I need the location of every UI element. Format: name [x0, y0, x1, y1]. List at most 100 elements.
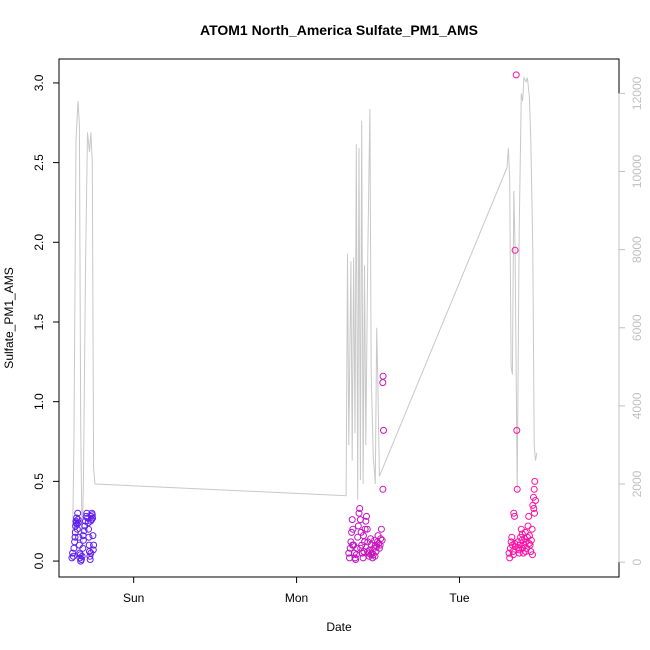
data-point: [379, 372, 387, 380]
data-point: [68, 554, 76, 562]
data-point: [71, 538, 79, 546]
data-point: [511, 512, 518, 520]
y2-tick-label: 4000: [630, 392, 644, 419]
data-point: [361, 525, 369, 533]
data-point: [525, 512, 533, 520]
data-point: [349, 541, 357, 549]
data-point: [85, 525, 92, 533]
data-point: [513, 426, 521, 434]
data-point: [75, 533, 83, 541]
data-point: [378, 536, 386, 544]
data-point: [363, 512, 370, 520]
data-point: [89, 532, 97, 540]
y-tick-label: 1.0: [32, 393, 46, 410]
data-point: [525, 540, 533, 547]
y2-tick-label: 0: [630, 558, 644, 565]
data-point: [362, 517, 370, 525]
y-axis-right: 0 2000 4000 6000 8000 10000 12000: [618, 76, 644, 565]
y-tick-label: 2.5: [32, 154, 46, 171]
data-point: [86, 548, 93, 555]
data-point: [359, 532, 367, 540]
data-point: [76, 554, 84, 562]
data-point: [515, 546, 523, 554]
series-line-layer: [72, 75, 538, 543]
y-tick-label: 1.5: [32, 313, 46, 330]
data-point: [371, 552, 379, 560]
data-point: [79, 544, 87, 552]
data-point: [87, 512, 95, 520]
data-point: [529, 551, 536, 559]
data-point: [380, 426, 387, 434]
data-point: [69, 549, 77, 557]
data-point: [530, 505, 538, 512]
data-point: [525, 532, 533, 540]
x-tick-label: Mon: [285, 591, 308, 605]
series-line: [72, 75, 538, 543]
data-point: [377, 535, 385, 543]
data-point: [505, 549, 513, 557]
data-point: [532, 497, 539, 504]
data-point: [509, 551, 517, 559]
data-point: [86, 552, 94, 560]
x-tick-label: Tue: [449, 591, 470, 605]
data-point: [530, 485, 538, 493]
scatter-points-layer: [68, 71, 539, 565]
data-point: [518, 530, 526, 538]
data-point: [90, 541, 98, 549]
y2-tick-label: 10000: [630, 154, 644, 188]
data-point: [507, 538, 515, 546]
data-point: [522, 548, 530, 555]
y-tick-label: 3.0: [32, 74, 46, 91]
data-point: [77, 556, 85, 563]
data-point: [531, 509, 538, 517]
y-tick-label: 0.5: [32, 473, 46, 490]
y2-tick-label: 8000: [630, 236, 644, 263]
data-point: [72, 519, 80, 527]
data-point: [513, 485, 521, 493]
data-point: [76, 551, 84, 559]
x-axis: Sun Mon Tue: [123, 576, 470, 605]
data-point: [88, 511, 96, 519]
data-point: [528, 525, 536, 533]
data-point: [78, 552, 86, 560]
data-point: [69, 552, 77, 560]
y-tick-label: 2.0: [32, 234, 46, 251]
y2-tick-label: 12000: [630, 76, 644, 110]
x-axis-label: Date: [326, 620, 352, 634]
x-tick-label: Sun: [123, 591, 144, 605]
data-point: [354, 522, 362, 530]
data-point: [74, 519, 82, 527]
data-point: [348, 516, 356, 524]
data-point: [79, 536, 87, 544]
data-point: [80, 527, 88, 535]
data-point: [348, 528, 356, 536]
data-point: [356, 505, 364, 512]
data-point: [377, 525, 385, 533]
data-point: [511, 540, 519, 547]
data-point: [511, 246, 519, 254]
data-point: [73, 525, 81, 533]
data-point: [375, 544, 383, 552]
data-point: [508, 533, 516, 541]
data-point: [512, 71, 520, 79]
data-point: [352, 556, 360, 563]
data-point: [357, 544, 365, 552]
data-point: [349, 525, 357, 533]
data-point: [379, 485, 387, 493]
y-axis-left: 0.0 0.5 1.0 1.5 2.0 2.5 3.0: [32, 74, 60, 569]
y-axis-label: Sulfate_PM1_AMS: [2, 267, 16, 368]
data-point: [531, 477, 539, 485]
data-point: [79, 532, 87, 540]
data-point: [87, 517, 95, 525]
chart-title: ATOM1 North_America Sulfate_PM1_AMS: [200, 22, 478, 38]
data-point: [71, 533, 79, 541]
data-point: [89, 546, 97, 554]
y2-tick-label: 6000: [630, 314, 644, 341]
y-tick-label: 0.0: [32, 552, 46, 569]
data-point: [367, 551, 375, 559]
data-point: [510, 509, 518, 517]
y2-tick-label: 2000: [630, 470, 644, 497]
data-point: [363, 525, 371, 533]
